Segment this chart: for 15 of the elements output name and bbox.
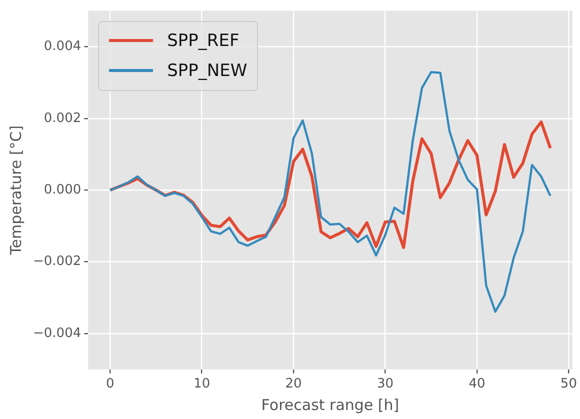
x-tick-label: 20 [285, 376, 302, 392]
x-tick-label: 0 [106, 376, 114, 392]
y-tick-label: 0.004 [44, 39, 82, 54]
y-tick-label: 0.002 [44, 110, 82, 126]
x-tick-label: 40 [468, 376, 486, 392]
x-tick-label: 30 [376, 376, 394, 392]
y-tick-label: −0.002 [33, 254, 82, 270]
x-axis-title: Forecast range [h] [261, 396, 400, 414]
x-tick-label: 50 [560, 376, 577, 392]
y-axis-title: Temperature [°C] [6, 125, 25, 256]
y-tick-label: 0.000 [44, 182, 82, 198]
x-tick-label: 10 [194, 376, 210, 392]
legend-label: SPP_NEW [167, 60, 248, 81]
y-tick-label: −0.004 [33, 326, 82, 341]
legend-label: SPP_REF [167, 30, 240, 51]
